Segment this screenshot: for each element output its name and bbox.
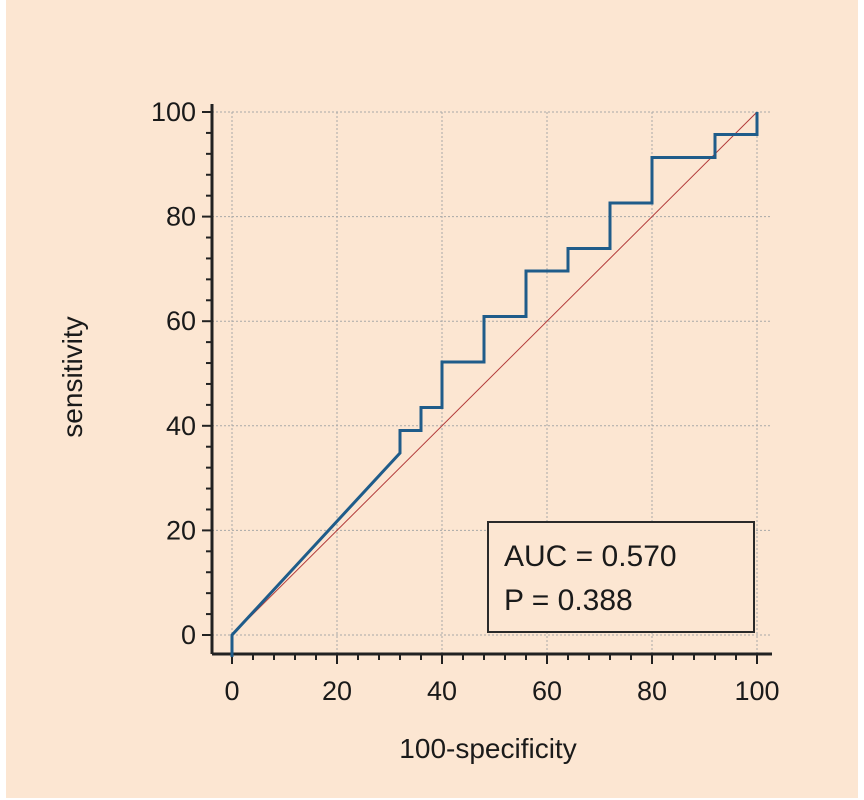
y-tick-label-20: 20	[166, 515, 196, 545]
x-axis-title: 100-specificity	[399, 733, 576, 764]
x-tick-label-40: 40	[427, 676, 457, 706]
auc-label: AUC = 0.570	[504, 540, 677, 573]
roc-curve-line	[230, 112, 759, 657]
x-tick-label-80: 80	[637, 676, 667, 706]
x-tick-label-20: 20	[322, 676, 352, 706]
x-tick-label-60: 60	[532, 676, 562, 706]
x-tick-label-100: 100	[734, 676, 779, 706]
annotation-frame	[487, 521, 755, 633]
y-axis-title: sensitivity	[57, 316, 88, 437]
y-tick-label-80: 80	[166, 202, 196, 232]
y-axis-ticks: 0 20 40 60 80 100	[151, 97, 212, 650]
y-tick-label-0: 0	[181, 620, 196, 650]
y-tick-label-100: 100	[151, 97, 196, 127]
reference-diagonal-line	[231, 111, 758, 636]
y-tick-label-40: 40	[166, 411, 196, 441]
series-group	[230, 111, 759, 657]
annotation-box: AUC = 0.570 P = 0.388	[487, 521, 755, 633]
x-axis-ticks: 0 20 40 60 80 100	[224, 654, 780, 706]
p-value-label: P = 0.388	[504, 584, 633, 617]
x-tick-label-0: 0	[224, 676, 239, 706]
y-tick-label-60: 60	[166, 306, 196, 336]
